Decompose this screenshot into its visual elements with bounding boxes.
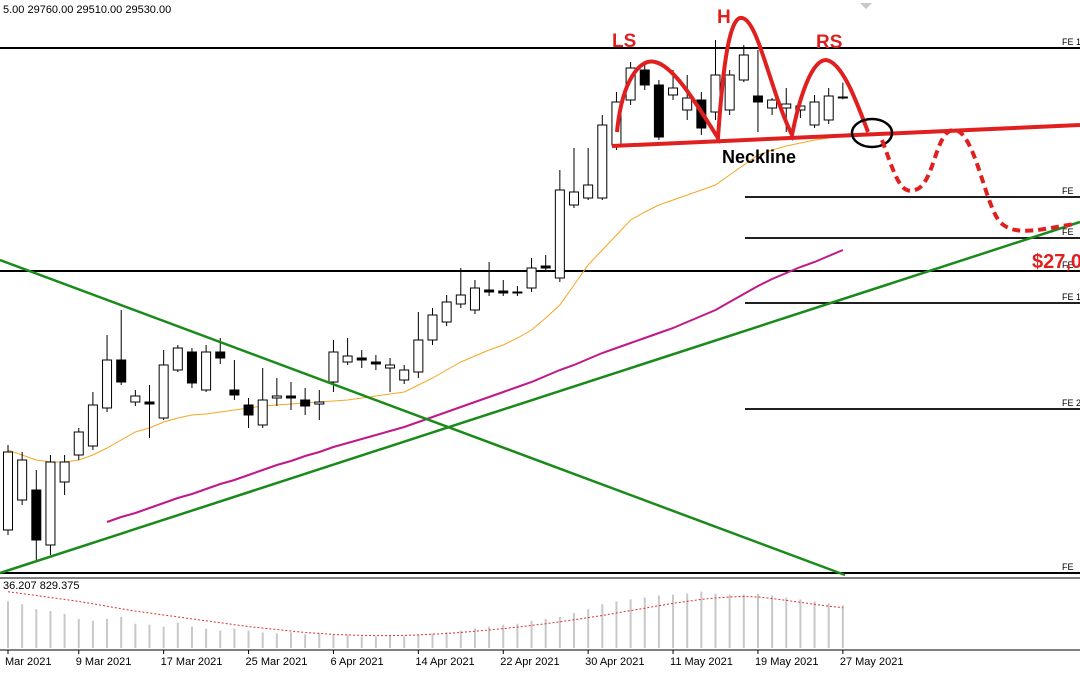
annotation: H	[717, 7, 731, 28]
candle-body	[653, 84, 664, 138]
candle-body	[738, 54, 749, 81]
scroll-marker	[860, 3, 872, 9]
candle-body	[45, 461, 56, 546]
candle-body	[512, 291, 523, 294]
annotation: Neckline	[722, 147, 796, 167]
level-label: FE 1	[1062, 37, 1080, 47]
trendline	[0, 258, 846, 577]
level-label: FE 1	[1062, 292, 1080, 302]
trendline	[0, 220, 1080, 575]
candle-body	[314, 401, 325, 405]
candle-body	[597, 124, 608, 199]
candle-body	[342, 355, 353, 363]
moving-average	[7, 134, 844, 463]
candle-body	[3, 451, 13, 531]
volume-header: 36.207 829.375	[3, 580, 79, 592]
candle-body	[59, 461, 70, 483]
candle-body	[243, 404, 254, 416]
level-label: FE	[1062, 562, 1074, 572]
neckline	[611, 123, 1080, 148]
candle-body	[399, 369, 410, 381]
candle-body	[186, 351, 197, 384]
candle-body	[144, 401, 155, 405]
candle-body	[385, 364, 396, 369]
candle-body	[526, 267, 537, 289]
candle-body	[215, 351, 226, 359]
candle-body	[31, 489, 42, 541]
candle-body	[781, 103, 792, 109]
x-tick-label: 11 May 2021	[670, 656, 733, 668]
candle-body	[73, 431, 84, 456]
candle-body	[498, 290, 509, 294]
level-label: FE 2	[1062, 398, 1080, 408]
candle-body	[639, 69, 650, 86]
candle-body	[767, 99, 778, 109]
candle-body	[257, 399, 268, 426]
candle-body	[229, 389, 240, 396]
x-tick-label: 19 May 2021	[755, 656, 819, 668]
breakout-circle	[850, 117, 894, 149]
candle-body	[413, 339, 424, 373]
candle-body	[569, 191, 579, 206]
level-label: FE	[1062, 260, 1074, 270]
x-tick-label: 22 Apr 2021	[500, 656, 559, 668]
x-tick-label: 30 Apr 2021	[585, 656, 644, 668]
x-tick-label: 27 May 2021	[840, 656, 904, 668]
x-tick-label: Mar 2021	[5, 656, 51, 668]
moving-average	[106, 249, 844, 523]
annotation: LS	[612, 31, 636, 52]
level-label: FE	[1062, 186, 1074, 196]
candle-body	[87, 404, 98, 447]
candle-body	[455, 294, 466, 305]
candle-body	[540, 265, 551, 269]
candle-body	[17, 459, 28, 501]
pattern-outline	[615, 16, 870, 145]
x-tick-label: 14 Apr 2021	[415, 656, 474, 668]
x-tick-label: 6 Apr 2021	[330, 656, 383, 668]
annotation: RS	[816, 32, 842, 53]
candle-body	[809, 101, 820, 126]
candle-body	[356, 357, 367, 361]
candle-body	[441, 301, 452, 323]
candle-body	[300, 399, 311, 407]
x-tick-label: 9 Mar 2021	[76, 656, 132, 668]
candle-body	[102, 359, 113, 409]
candle-body	[172, 347, 183, 371]
volume-average	[7, 591, 843, 637]
candle-body	[484, 289, 495, 293]
candle-body	[116, 359, 127, 383]
candle-body	[752, 95, 763, 103]
candle-body	[328, 351, 339, 383]
candle-body	[130, 395, 141, 403]
candle-body	[201, 351, 212, 391]
candle-body	[554, 189, 565, 279]
x-tick-label: 25 Mar 2021	[246, 656, 308, 668]
annotation: $27,0	[1032, 251, 1080, 273]
candle-body	[158, 364, 169, 419]
plot: FE 1 FE FE FE FE 1 FE 2 FE Mar 2021 9 Mar 2021 17…	[0, 37, 1080, 668]
candle-body	[682, 97, 693, 111]
candle-body	[427, 314, 438, 341]
level-label: FE	[1062, 227, 1074, 237]
candle-body	[286, 395, 296, 399]
forecast-path	[880, 128, 1076, 233]
candle-body	[668, 87, 679, 96]
candle-body	[271, 395, 282, 399]
x-tick-label: 17 Mar 2021	[161, 656, 223, 668]
candle-body	[823, 95, 834, 121]
candle-body	[469, 287, 480, 311]
candle-body	[370, 361, 381, 365]
candle-body	[837, 96, 848, 99]
candle-body	[583, 184, 594, 199]
ohlc-header: 5.00 29760.00 29510.00 29530.00	[3, 4, 171, 16]
candle-body	[724, 74, 735, 111]
